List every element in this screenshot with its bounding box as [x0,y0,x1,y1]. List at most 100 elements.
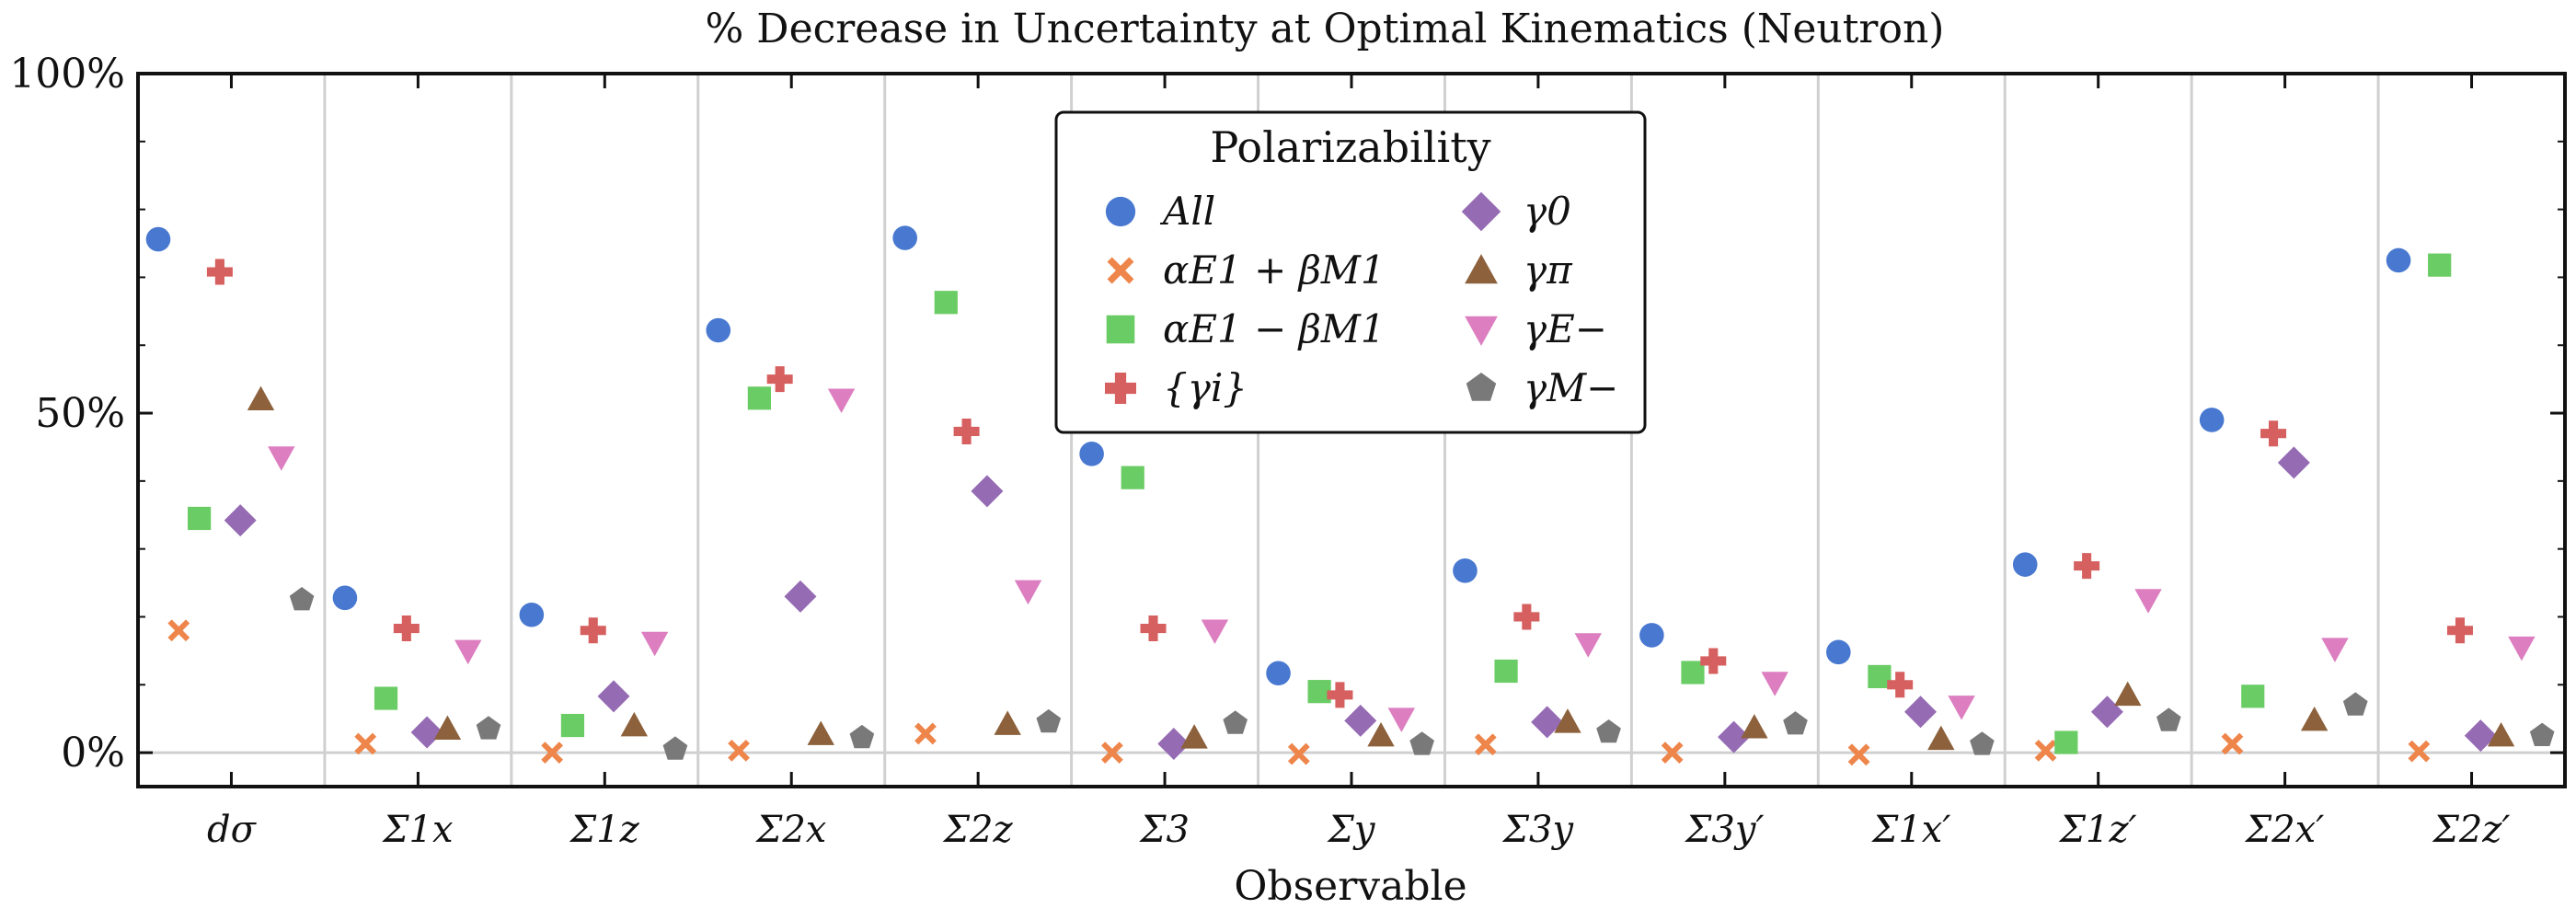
legend-marker [1105,196,1136,227]
data-point [2386,247,2411,273]
data-point [519,602,545,627]
legend-label: γ0 [1524,189,1571,234]
data-point [1101,742,1123,764]
x-tick-label: Σ3 [1138,809,1190,851]
legend-entry: αE1 + βM1 [1107,247,1386,293]
legend-marker [1107,257,1134,284]
data-point [994,710,1021,735]
data-point [1700,648,1727,674]
data-point [1783,711,1808,735]
data-point [1327,682,1353,708]
data-point [1157,728,1190,760]
data-point [1826,639,1851,665]
data-point [145,226,171,252]
data-point [1596,719,1621,743]
data-point [1474,733,1497,756]
data-point [247,385,275,411]
data-point [1661,742,1684,764]
y-tick-label: 100% [9,51,125,98]
plot-frame [136,72,2567,788]
data-point [953,418,980,444]
series-6 [247,385,2515,751]
data-point [2300,706,2329,731]
legend-title: Polarizability [1210,122,1490,172]
data-point [971,475,1004,508]
series-5 [224,446,2497,760]
data-point [1761,672,1788,696]
series-4 [206,259,2473,708]
data-point [1494,659,1518,684]
data-point [1574,633,1602,658]
data-point [1718,720,1751,753]
legend-entry: {γi} [1105,365,1248,410]
x-axis-label: Observable [1234,863,1466,910]
data-point [1180,724,1208,749]
data-point [2114,681,2142,707]
data-point [1948,696,1975,720]
data-point [1367,721,1395,747]
data-point [2074,553,2100,580]
data-point [2199,408,2225,432]
data-point [1140,615,1167,642]
x-tick-label: Σ2x [754,809,826,851]
data-point [892,225,917,250]
data-point [268,446,295,471]
data-point [454,639,482,665]
data-point [2428,253,2452,277]
data-point [1223,710,1248,734]
x-tick-label: Σ2x′ [2244,809,2324,851]
legend-label: All [1159,189,1215,234]
series-2 [167,619,2431,766]
data-point [766,366,793,393]
data-point [1927,725,1955,751]
data-point [188,506,212,531]
data-point [728,739,750,762]
series-3 [188,253,2452,754]
x-tick-label: Σ1z [569,809,640,851]
data-point [332,585,358,611]
data-point [374,686,398,710]
legend-marker [1106,315,1135,344]
legend-entry: γE− [1465,306,1607,351]
data-point [1453,558,1478,583]
data-point [2508,636,2536,661]
data-point [2529,722,2555,746]
legend-marker [1105,373,1136,404]
x-tick-label: Σ3y [1501,809,1575,851]
data-point [849,724,875,749]
data-point [597,680,630,713]
legend-entry: γM− [1466,365,1618,410]
legend: Polarizability All αE1 + βM1 αE1 − βM1 {γi} γ… [1054,110,1647,434]
legend-entry: αE1 − βM1 [1106,306,1386,351]
data-point [1287,742,1310,765]
data-point [393,615,420,642]
data-point [2241,684,2265,708]
legend-marker [1461,191,1501,232]
legend-label: γE− [1524,306,1607,351]
legend-marker [1465,316,1498,346]
chart-title: % Decrease in Uncertainty at Optimal Kin… [706,6,1945,52]
data-point [1887,672,1914,698]
data-point [2156,707,2181,731]
data-point [1201,619,1229,644]
legend-marker [1465,254,1498,284]
data-point [2487,721,2515,747]
x-tick-label: Σy [1327,809,1376,851]
data-point [1531,706,1564,739]
data-point [1014,580,1042,605]
legend-label: αE1 − βM1 [1163,306,1386,351]
data-point [560,713,585,738]
data-point [289,587,315,611]
data-point [2054,730,2078,754]
data-point [2408,740,2431,763]
data-points [145,225,2555,766]
legend-label: γπ [1524,247,1573,293]
legend-label: γM− [1524,365,1618,410]
data-point [1266,661,1291,686]
data-point [1344,704,1377,737]
data-point [476,716,501,740]
data-point [1079,442,1104,466]
data-point [2342,692,2368,716]
data-point [2446,617,2473,644]
